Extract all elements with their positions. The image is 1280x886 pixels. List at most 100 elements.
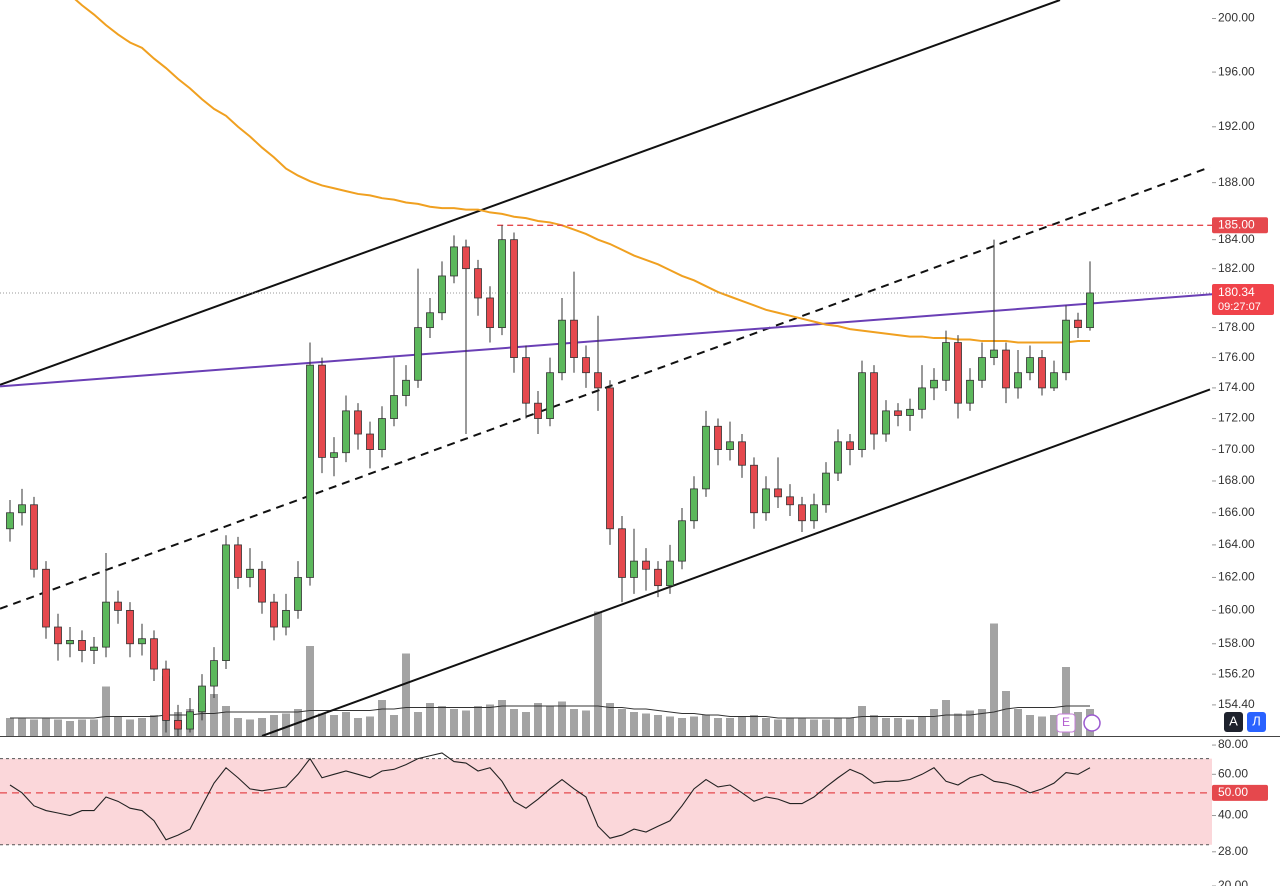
volume-bar — [762, 718, 770, 736]
volume-bar — [834, 718, 842, 736]
candle-body — [18, 504, 26, 514]
volume-bar — [570, 709, 578, 736]
y-tick-label: 162.00 — [1218, 570, 1255, 584]
volume-bar — [234, 718, 242, 736]
rsi-tick-label: 20.00 — [1218, 878, 1248, 886]
volume-bar — [1074, 712, 1082, 736]
candle-body — [762, 488, 770, 514]
replay-icon — [1083, 714, 1101, 732]
volume-bar — [6, 718, 14, 736]
scale-button[interactable]: Л — [1252, 713, 1261, 728]
volume-bar — [798, 718, 806, 736]
candle-body — [750, 464, 758, 514]
candle-body — [450, 246, 458, 277]
candle-body — [102, 601, 110, 648]
y-tick-label: 196.00 — [1218, 64, 1255, 78]
y-tick-label: 192.00 — [1218, 119, 1255, 133]
candle-body — [234, 544, 242, 578]
volume-bar — [1050, 715, 1058, 736]
volume-bar — [534, 703, 542, 736]
candle-body — [330, 452, 338, 458]
volume-bar — [366, 716, 374, 736]
candle-body — [690, 488, 698, 522]
candle-body — [438, 275, 446, 314]
candle-body — [666, 560, 674, 587]
rsi-tick-label: 40.00 — [1218, 808, 1248, 822]
candle-body — [906, 408, 914, 416]
candle-body — [162, 668, 170, 721]
candle-body — [546, 372, 554, 419]
candle-body — [498, 239, 506, 329]
candle-body — [894, 410, 902, 416]
volume-bar — [774, 719, 782, 736]
volume-bar — [738, 716, 746, 736]
volume-bar — [90, 719, 98, 736]
scale-button-bg[interactable] — [1247, 712, 1266, 732]
volume-bar — [78, 719, 86, 736]
price-axis: 200.00 196.00 192.00 188.00 184.00 182.00 178.… — [1056, 11, 1274, 886]
candle-body — [822, 472, 830, 506]
rsi-pane — [0, 752, 1212, 846]
trendline — [0, 293, 1212, 388]
volume-bar — [690, 716, 698, 736]
volume-bar — [150, 715, 158, 736]
candle-body — [126, 609, 134, 645]
candle-body — [978, 357, 986, 381]
y-tick-label: 200.00 — [1218, 11, 1255, 25]
candle-body — [990, 349, 998, 358]
rsi-mid-label: 50.00 — [1218, 785, 1248, 799]
candle-body — [306, 364, 314, 578]
volume-bar — [378, 700, 386, 736]
volume-bar — [846, 718, 854, 736]
volume-bar — [402, 653, 410, 736]
candle-body — [258, 568, 266, 603]
candle-body — [366, 433, 374, 450]
volume-bar — [678, 718, 686, 736]
volume-bar — [1002, 691, 1010, 736]
volume-bar — [642, 713, 650, 736]
volume-bar — [318, 713, 326, 736]
volume-bar — [474, 706, 482, 736]
rsi-line — [9, 752, 1091, 841]
volume-bar — [126, 719, 134, 736]
candle-body — [462, 246, 470, 270]
candle-body — [198, 685, 206, 713]
y-tick-label: 166.00 — [1218, 505, 1255, 519]
candle-body — [1014, 372, 1022, 389]
candle-body — [570, 319, 578, 358]
candle-body — [282, 609, 290, 628]
volume-bar — [594, 611, 602, 736]
y-tick-label: 158.00 — [1218, 636, 1255, 650]
volume-bar — [30, 719, 38, 736]
candle-body — [834, 441, 842, 474]
trendline — [0, 0, 1061, 386]
volume-bar — [942, 700, 950, 736]
candle-body — [42, 568, 50, 628]
y-tick-label: 188.00 — [1218, 175, 1255, 189]
volume-bar — [546, 706, 554, 736]
volume-bar — [222, 706, 230, 736]
candle-body — [810, 504, 818, 522]
y-tick-label: 168.00 — [1218, 473, 1255, 487]
y-tick-label: 156.20 — [1218, 666, 1255, 680]
volume-bar — [498, 700, 506, 736]
countdown: 09:27:07 — [1218, 301, 1261, 313]
scale-button-bg[interactable] — [1224, 712, 1243, 732]
volume-bar — [114, 716, 122, 736]
volume-bar — [54, 719, 62, 736]
trendline — [0, 166, 1211, 610]
volume-bar — [270, 715, 278, 736]
volume-bar — [810, 719, 818, 736]
volume-bar — [1038, 716, 1046, 736]
candle-body — [558, 319, 566, 374]
candle-body — [378, 418, 386, 450]
volume-bar — [918, 716, 926, 736]
scale-button[interactable]: A — [1229, 713, 1238, 728]
candle-body — [846, 441, 854, 450]
y-tick-label: 154.40 — [1218, 697, 1255, 711]
candle-body — [642, 560, 650, 570]
candle-body — [90, 646, 98, 651]
volume-bar — [990, 623, 998, 736]
volume-bar — [930, 709, 938, 736]
